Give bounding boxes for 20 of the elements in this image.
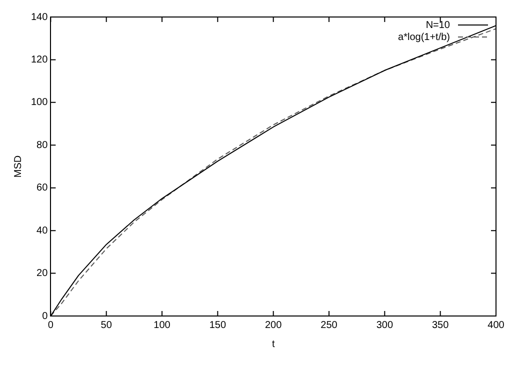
y-tick-label: 140 bbox=[30, 12, 48, 23]
y-tick-label: 100 bbox=[30, 97, 48, 108]
y-tick-label: 0 bbox=[42, 310, 48, 322]
y-axis-title: MSD bbox=[12, 155, 24, 178]
y-tick-label: 80 bbox=[36, 140, 48, 151]
x-tick-label: 400 bbox=[488, 320, 505, 331]
x-tick-label: 300 bbox=[376, 320, 394, 331]
legend-label: a*log(1+t/b) bbox=[398, 32, 450, 43]
y-tick-label: 60 bbox=[36, 182, 48, 194]
x-tick-label: 50 bbox=[100, 320, 112, 331]
x-tick-label: 350 bbox=[432, 320, 450, 331]
x-axis-title: t bbox=[272, 338, 275, 350]
y-tick-label: 40 bbox=[36, 225, 48, 236]
y-tick-label: 120 bbox=[30, 54, 48, 66]
x-tick-label: 250 bbox=[320, 320, 338, 331]
y-tick-label: 20 bbox=[36, 268, 48, 280]
x-tick-label: 150 bbox=[209, 320, 226, 331]
x-tick-label: 200 bbox=[265, 320, 282, 331]
x-tick-label: 100 bbox=[154, 320, 171, 331]
legend-label: N=10 bbox=[426, 20, 450, 31]
